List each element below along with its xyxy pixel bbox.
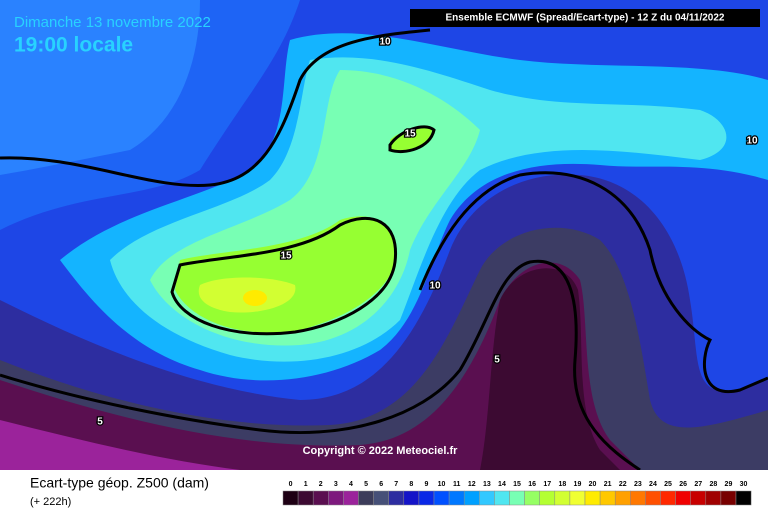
color-tick-label: 30 [740,481,748,488]
color-tick-label: 10 [438,481,446,488]
color-tick-label: 26 [679,481,687,488]
color-swatch [388,490,405,506]
color-swatch [373,490,389,506]
color-tick-label: 22 [619,481,627,488]
color-swatch [358,490,374,506]
color-swatch [735,490,752,506]
color-swatch [675,490,691,506]
region [0,420,240,470]
color-swatch [554,490,571,506]
color-tick-label: 9 [424,481,428,488]
color-swatch [448,490,465,506]
color-tick-label: 29 [725,481,733,488]
contours [0,28,768,472]
color-swatch [282,490,299,506]
color-tick-label: 1 [304,481,308,488]
color-swatch [645,490,661,506]
color-swatch [705,490,722,506]
color-swatch [479,490,495,506]
color-swatch [403,490,420,506]
run-box [410,9,760,27]
contour-label: 10 [379,37,391,48]
color-tick-label: 6 [379,481,383,488]
color-tick-label: 19 [574,481,582,488]
color-tick-label: 5 [364,481,368,488]
color-swatch [509,490,525,506]
color-swatch [524,490,540,506]
color-swatch [433,490,450,506]
color-swatch [343,490,359,506]
color-tick-label: 14 [498,481,506,488]
color-tick-label: 7 [394,481,398,488]
contour-label: 15 [404,129,416,140]
color-swatch [418,490,435,506]
color-tick-label: 28 [709,481,717,488]
color-swatch [539,490,556,506]
color-swatch [297,490,314,506]
legend-title: Ecart-type géop. Z500 (dam) [30,475,209,491]
color-swatch [630,490,646,506]
color-tick-label: 25 [664,481,672,488]
run-info: Ensemble ECMWF (Spread/Ecart-type) - 12 … [446,13,725,24]
color-swatch [312,490,329,506]
color-tick-label: 16 [528,481,536,488]
color-tick-label: 4 [349,481,353,488]
contour-label: 5 [494,355,500,366]
contour-label: 5 [97,417,103,428]
color-swatch [584,490,601,506]
lead-time: (+ 222h) [30,496,71,508]
color-swatch [463,490,480,506]
color-swatch [720,490,737,506]
contour-label: 15 [280,251,292,262]
region [480,268,620,470]
contour-label: 10 [429,281,441,292]
color-swatch [328,490,344,506]
color-swatch [614,490,631,506]
color-tick-label: 24 [649,481,657,488]
color-swatch [660,490,676,506]
color-tick-label: 13 [483,481,491,488]
color-tick-label: 20 [589,481,597,488]
color-tick-label: 27 [694,481,702,488]
region [0,262,640,470]
region [0,0,200,175]
color-swatch [494,490,510,506]
time: 19:00 locale [14,34,133,57]
color-swatch [690,490,707,506]
contour-label: 10 [746,136,758,147]
color-tick-label: 21 [604,481,612,488]
region [243,290,267,306]
color-swatch [599,490,616,506]
color-tick-label: 12 [468,481,476,488]
color-tick-label: 8 [409,481,413,488]
color-tick-label: 15 [513,481,521,488]
copyright: Copyright © 2022 Meteociel.fr [303,445,459,457]
color-tick-label: 2 [319,481,323,488]
color-tick-label: 18 [558,481,566,488]
color-tick-label: 11 [453,481,461,488]
color-tick-label: 17 [543,481,551,488]
date: Dimanche 13 novembre 2022 [14,14,211,31]
color-tick-label: 23 [634,481,642,488]
color-tick-label: 0 [289,481,293,488]
color-tick-label: 3 [334,481,338,488]
color-swatch [569,490,586,506]
